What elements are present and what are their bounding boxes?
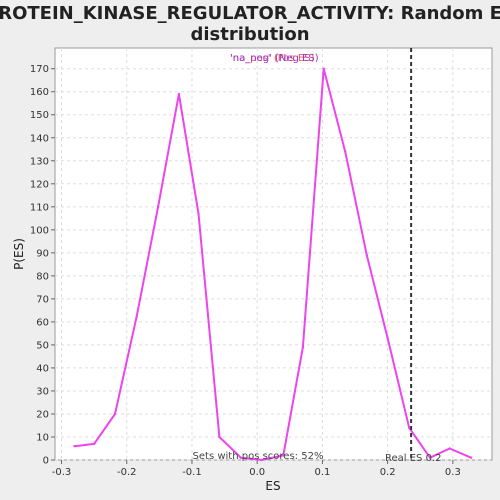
data-point: [365, 253, 368, 257]
chart-title-line-1: PROTEIN_KINASE_REGULATOR_ACTIVITY: Rando…: [0, 3, 500, 24]
data-point: [260, 458, 263, 462]
chart-title-line-2: distribution: [190, 24, 309, 45]
data-point: [239, 456, 243, 459]
series-layer: [73, 67, 473, 462]
grid-lines: [55, 48, 492, 461]
y-tick-label: 170: [30, 64, 49, 75]
y-axis-label: P(ES): [12, 238, 26, 270]
y-tick-label: 20: [36, 409, 49, 420]
series-line: [74, 67, 472, 461]
data-point: [218, 435, 221, 439]
y-tick-label: 70: [36, 294, 49, 305]
pos-scores-annotation: Sets with pos scores: 52%: [193, 451, 324, 462]
x-tick-label: -0.2: [117, 467, 137, 478]
data-point: [386, 336, 389, 340]
y-tick-label: 100: [30, 225, 49, 236]
y-tick-label: 50: [36, 340, 49, 351]
y-tick-label: 150: [30, 110, 49, 121]
y-tick-label: 120: [30, 179, 49, 190]
data-point: [282, 454, 285, 457]
y-tick-label: 10: [36, 432, 49, 443]
y-tick-label: 0: [43, 456, 49, 467]
axis-ticks: 0 10 20 30 40 50 60 70 80 90 100 110 120 130 140 150 160…: [30, 64, 461, 478]
data-point: [177, 92, 181, 96]
data-point: [113, 412, 117, 416]
data-point: [92, 442, 96, 446]
data-point: [73, 444, 76, 448]
y-tick-label: 160: [30, 87, 49, 98]
y-tick-label: 30: [36, 386, 49, 397]
x-tick-label: 0.0: [249, 467, 265, 478]
y-tick-label: 110: [30, 202, 49, 213]
data-point: [448, 447, 451, 450]
x-tick-label: 0.2: [380, 467, 396, 478]
legend-entry-pos: 'na_pos' (Pos ES): [230, 53, 315, 64]
legend: 'na_pos' (Pos ES) 'na_neg' (Neg ES): [230, 53, 319, 64]
x-tick-label: 0.3: [445, 467, 461, 478]
y-tick-label: 60: [36, 317, 49, 328]
real-es-annotation: Real ES 0.2: [385, 453, 441, 464]
x-tick-label: 0.1: [314, 467, 330, 478]
data-point: [344, 150, 347, 153]
legend-entry-neg: 'na_neg' (Neg ES): [230, 53, 319, 64]
data-point: [428, 456, 432, 459]
data-point: [301, 346, 305, 349]
plot-area: [54, 47, 493, 461]
data-point: [197, 212, 200, 215]
data-point: [469, 456, 473, 459]
y-tick-label: 90: [36, 248, 49, 259]
x-axis-label: ES: [265, 479, 280, 493]
data-point: [135, 316, 138, 319]
y-tick-label: 130: [30, 156, 49, 167]
data-point: [322, 67, 325, 70]
data-point: [156, 205, 160, 209]
x-tick-label: -0.1: [182, 467, 202, 478]
y-tick-label: 140: [30, 133, 49, 144]
data-point: [407, 426, 411, 429]
y-tick-label: 80: [36, 271, 49, 282]
x-tick-label: -0.3: [52, 467, 72, 478]
y-tick-label: 40: [36, 363, 49, 374]
